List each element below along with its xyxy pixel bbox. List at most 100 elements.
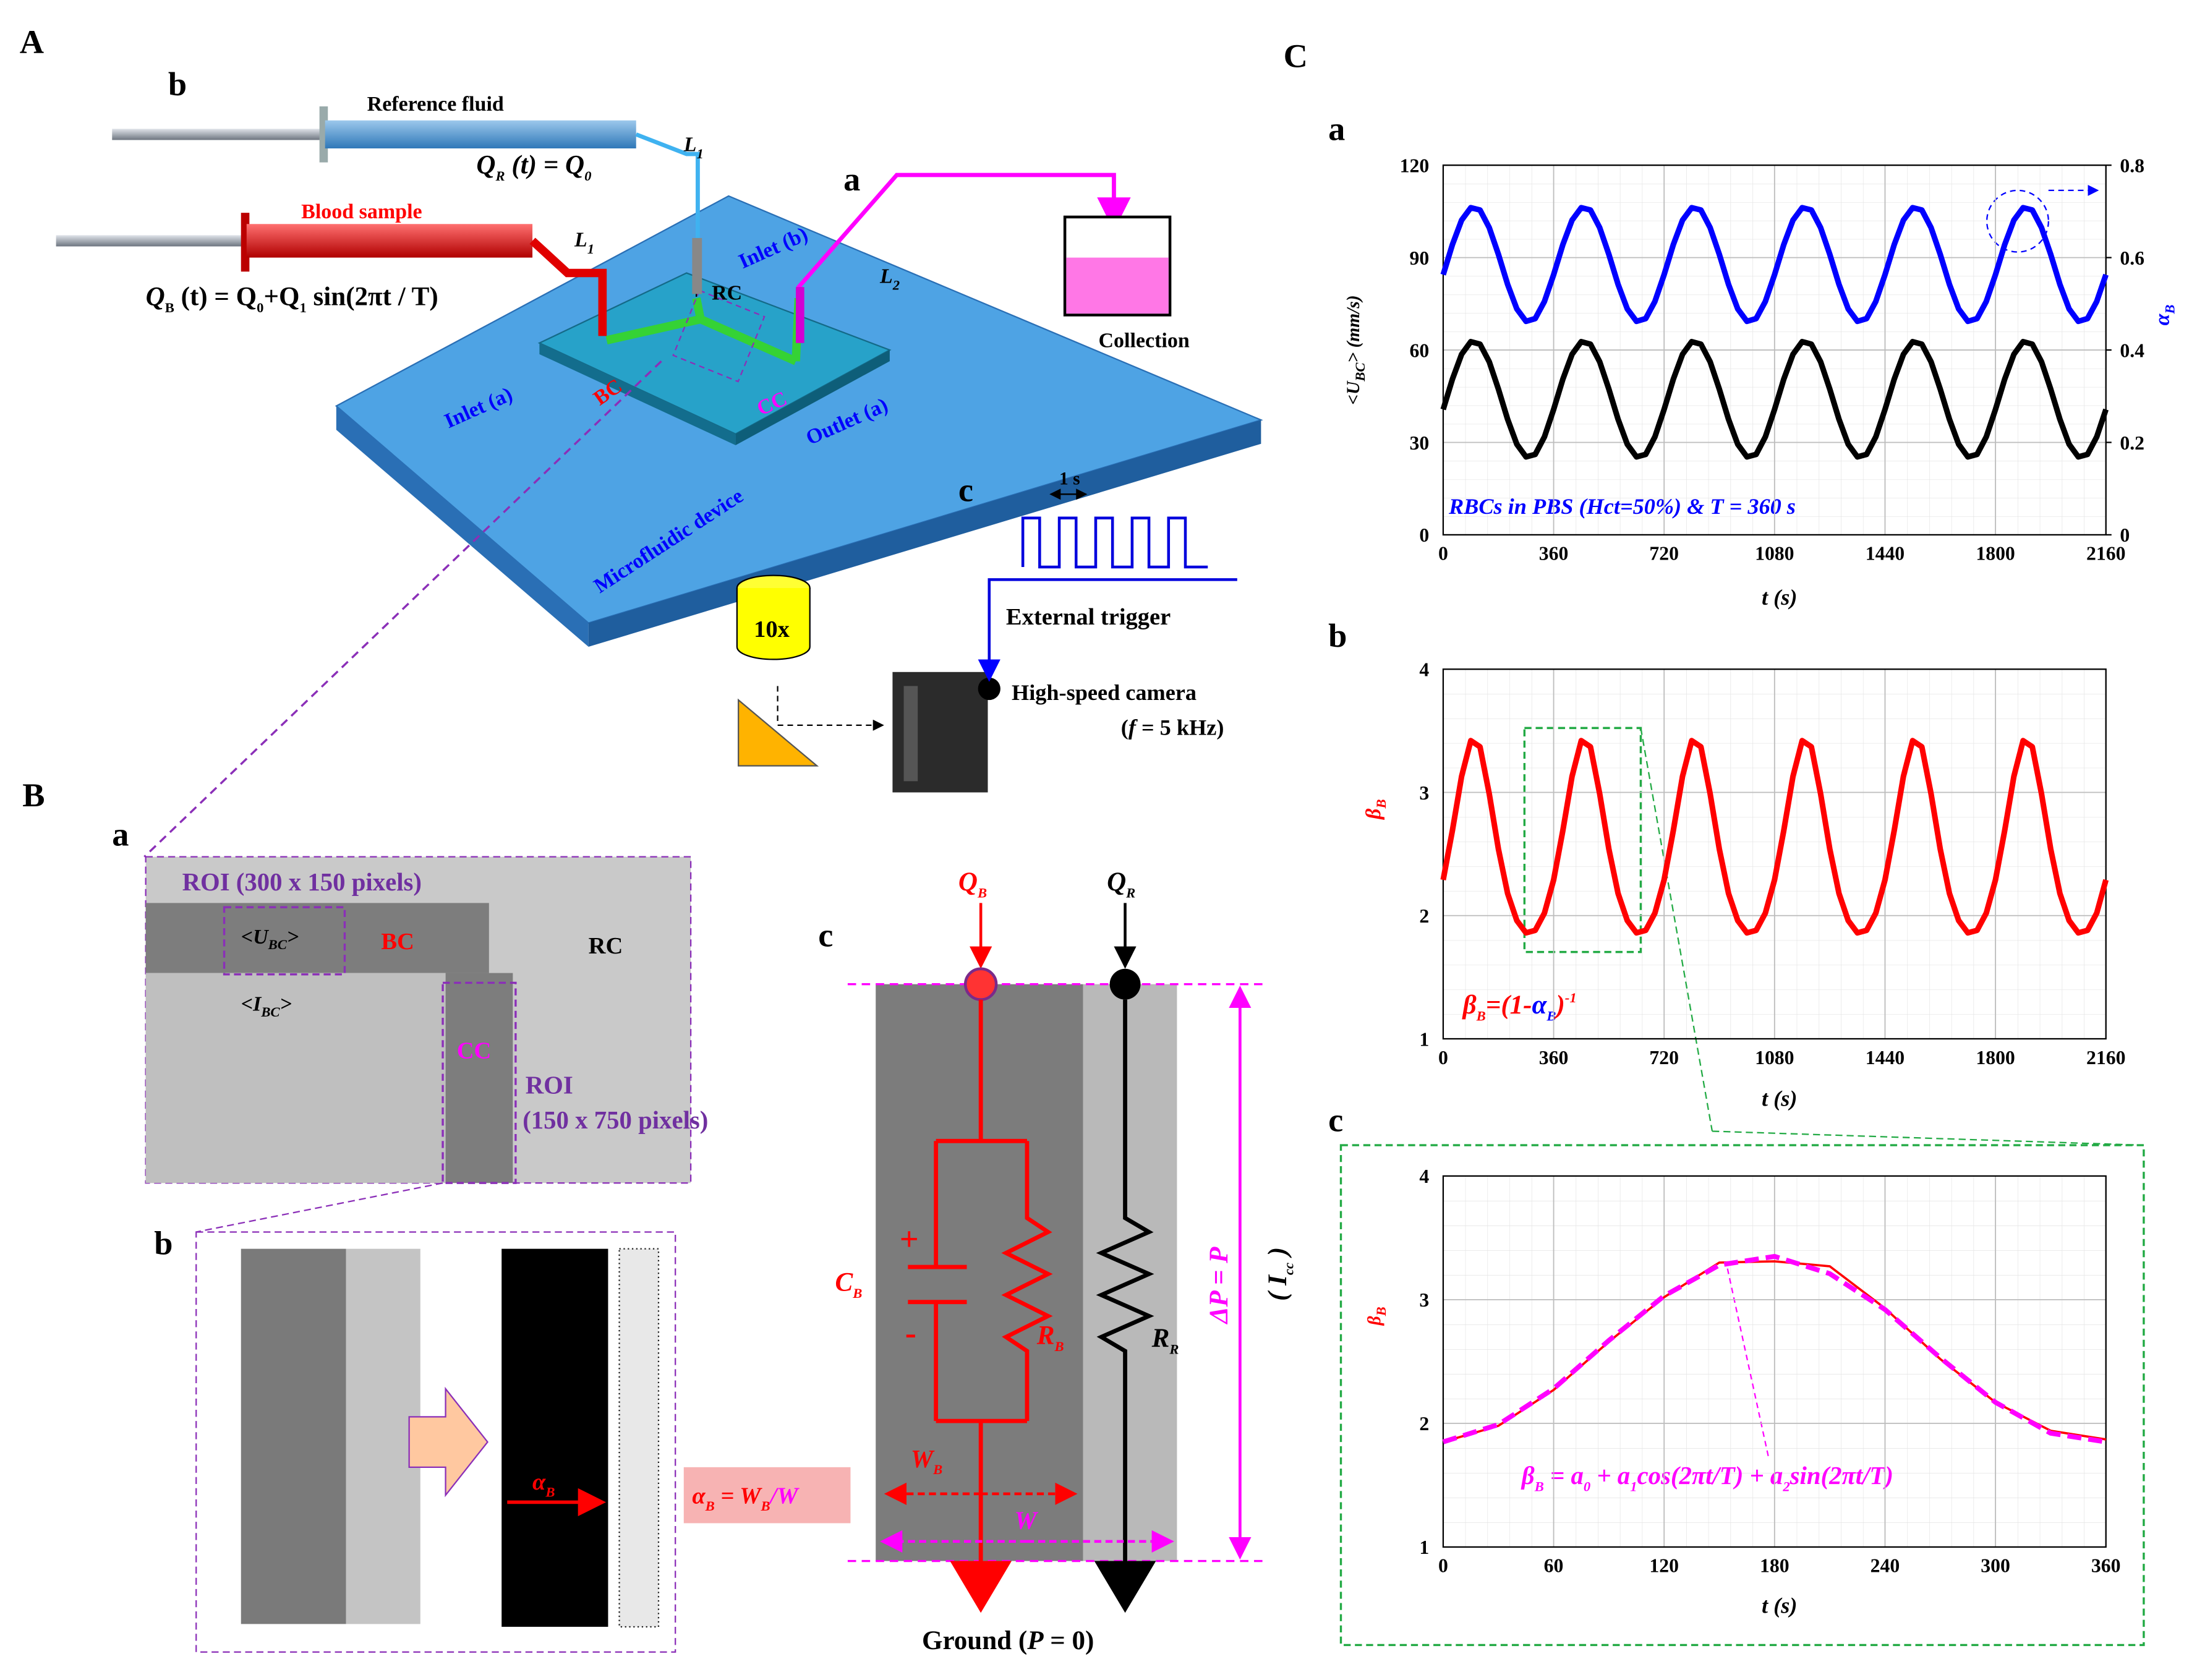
plot-frame [1442, 164, 2107, 536]
y-tick-label: 3 [1419, 1289, 1429, 1311]
label-part: P [1026, 1626, 1044, 1655]
label-sub: cc [1281, 1263, 1296, 1275]
x-tick-label: 360 [1539, 1047, 1569, 1068]
label: ROI [526, 1071, 573, 1099]
label: Collection [1099, 330, 1190, 352]
label-sub: 2 [892, 278, 900, 293]
label-sub: B [1373, 1307, 1389, 1316]
label: BC [381, 929, 414, 955]
label: - [905, 1315, 916, 1352]
ann-part: =(1- [1486, 991, 1532, 1020]
label-sub: 1 [697, 146, 704, 161]
x-axis-label: t (s) [1762, 585, 1797, 610]
label-part: t [1762, 1086, 1768, 1111]
eq-sub: B [165, 300, 174, 315]
ann-sub: 1 [1630, 1478, 1637, 1494]
eq-part: /W [769, 1483, 800, 1509]
x-tick-label: 720 [1649, 1047, 1679, 1068]
label-part: W [911, 1445, 935, 1473]
label-part: α [532, 1469, 546, 1495]
label: (150 x 750 pixels) [523, 1106, 708, 1134]
label: RR [1151, 1324, 1179, 1357]
eq-part: +Q [263, 283, 299, 312]
y-tick-label: 3 [1419, 782, 1429, 804]
label-part: L [879, 265, 893, 288]
label-part: Ground ( [922, 1626, 1027, 1655]
label-sub: BC [260, 1004, 280, 1020]
eq-part: α [692, 1483, 706, 1509]
eq-part: = W [715, 1483, 763, 1509]
data-line [1440, 339, 2109, 460]
label: (f = 5 kHz) [1121, 715, 1224, 740]
ann-sub: B [1546, 1008, 1556, 1024]
y-tick-label: 4 [1419, 659, 1429, 681]
label-sub: B [1054, 1339, 1064, 1354]
label-part: (s) [1768, 585, 1797, 610]
x-axis-label: t (s) [1762, 1086, 1797, 1111]
x-tick-label: 0 [1438, 543, 1448, 565]
panel-label: b [1328, 617, 1347, 654]
x-tick-label: 120 [1649, 1555, 1679, 1577]
eq-part: (t) = Q [174, 283, 257, 312]
y-axis-label: βB [1365, 1307, 1389, 1326]
y-tick-label: 2 [1419, 1413, 1429, 1435]
label: 10x [754, 616, 790, 642]
label-part: β [1365, 1316, 1384, 1326]
ann-sub: 2 [1782, 1478, 1790, 1494]
x-tick-label: 1440 [1866, 1047, 1905, 1068]
label-sub: B [545, 1484, 555, 1499]
label-part: C [835, 1268, 854, 1297]
label: External trigger [1006, 604, 1171, 630]
y-tick-label: 30 [1410, 432, 1430, 454]
ann-part: ) [1553, 991, 1564, 1020]
label-part: <U [1344, 380, 1363, 405]
label: RB [1036, 1321, 1064, 1354]
label: <IBC> [241, 993, 292, 1020]
panel-label: A [20, 23, 44, 61]
y2-tick-label: 0.6 [2120, 247, 2144, 269]
label: RC [589, 933, 623, 959]
eq-sub: 1 [299, 300, 306, 315]
label-part: Q [1107, 868, 1126, 897]
x-tick-label: 360 [2091, 1555, 2121, 1577]
label: ΔP = P [1205, 1247, 1234, 1325]
ann-sub: B [1534, 1478, 1544, 1494]
y2-tick-label: 0.8 [2120, 155, 2144, 177]
label: Reference fluid [367, 93, 504, 116]
annotation: βB = a0 + a1cos(2πt/T) + a2sin(2πt/T) [1521, 1462, 1893, 1494]
ann-sub: B [1476, 1008, 1486, 1024]
label-part: α [2151, 313, 2174, 325]
device-drawing [56, 106, 1263, 858]
ann-sub: 0 [1584, 1478, 1590, 1494]
eq-sub: 0 [257, 300, 263, 315]
panel-label: c [958, 472, 973, 509]
x-tick-label: 180 [1760, 1555, 1790, 1577]
label-part: L [574, 229, 587, 252]
label-part: > [280, 993, 292, 1016]
panel-label: c [1328, 1101, 1343, 1138]
label-sub: B [977, 885, 987, 900]
label: QR [1107, 868, 1135, 900]
panel-label: C [1284, 38, 1308, 75]
ann-part: + a [1590, 1462, 1630, 1490]
y2-tick-label: 0.4 [2120, 339, 2144, 361]
label-part: (s) [1768, 1086, 1797, 1111]
label: QB [958, 868, 987, 900]
plot-frame [1442, 668, 2107, 1040]
plot-frame [1442, 1175, 2107, 1548]
ann-part: β [1462, 991, 1477, 1020]
equation: αB = WB/W [692, 1483, 800, 1514]
x-tick-label: 2160 [2086, 543, 2125, 565]
y-tick-label: 4 [1419, 1166, 1429, 1187]
label-sub: B [1373, 799, 1389, 809]
panel-label: b [154, 1225, 173, 1262]
panel-label: a [1328, 110, 1345, 147]
x-tick-label: 2160 [2086, 1047, 2125, 1068]
label-part: ( I [1263, 1274, 1292, 1301]
label: Blood sample [301, 200, 422, 223]
label: αB [532, 1469, 555, 1499]
label-part: > [287, 926, 299, 949]
eq-part: (t) = Q [505, 151, 585, 180]
label: L1 [574, 229, 594, 257]
